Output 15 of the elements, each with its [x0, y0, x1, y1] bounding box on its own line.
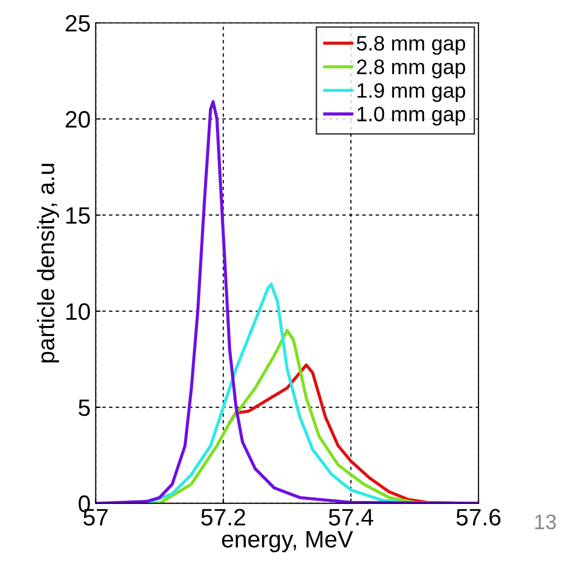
legend-label: 1.0 mm gap [358, 106, 466, 126]
y-axis-title: particle density, a.u [37, 164, 60, 362]
x-tick-label: 57.2 [201, 508, 246, 526]
x-axis-title: energy, MeV [222, 531, 354, 552]
legend-label: 1.9 mm gap [358, 83, 466, 102]
x-tick-label: 57.6 [456, 508, 500, 526]
y-tick-label: 25 [66, 14, 90, 32]
y-tick-label: 20 [66, 111, 90, 128]
y-tick-label: 15 [66, 207, 90, 224]
legend-label: 5.8 mm gap [356, 36, 466, 55]
y-tick-label: 10 [66, 303, 90, 320]
x-tick-label: 57.4 [328, 509, 374, 526]
legend-label: 2.8 mm gap [357, 60, 466, 78]
y-tick-label: 5 [78, 400, 90, 416]
text: 13 [535, 514, 556, 530]
